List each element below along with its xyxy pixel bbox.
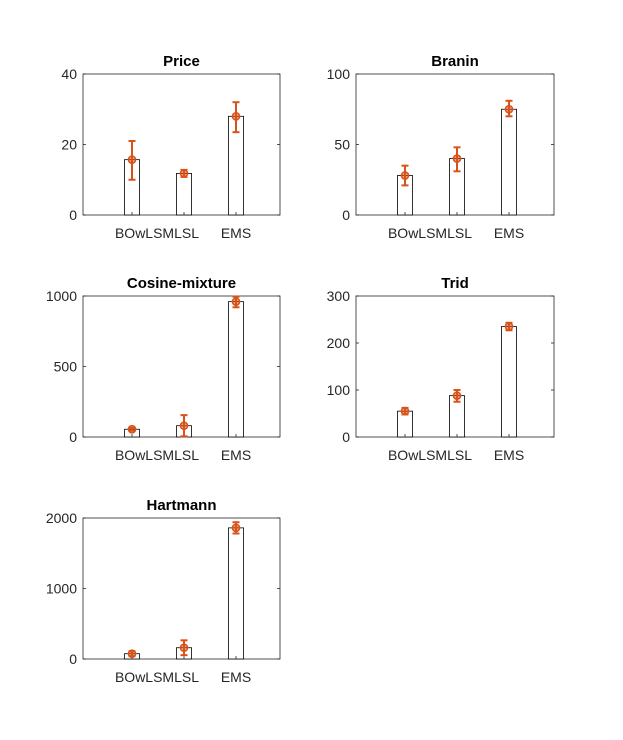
y-tick-label: 100 [327, 382, 351, 398]
chart-panel-2: Cosine-mixture 0 500 1000 BOwLSMLSL EMS [46, 275, 281, 463]
y-tick-label: 0 [69, 651, 77, 667]
chart-panel-1: Branin 0 50 100 BOwLSMLSL EMS [327, 53, 555, 241]
y-tick-label: 40 [61, 66, 77, 82]
y-tick-label: 0 [342, 429, 350, 445]
data-point [127, 155, 137, 165]
data-point [231, 111, 241, 121]
bar [501, 108, 517, 216]
y-tick-label: 100 [327, 66, 351, 82]
y-tick-label: 0 [69, 207, 77, 223]
data-point [127, 649, 137, 659]
y-tick-label: 20 [61, 137, 77, 153]
x-category-label: EMS [494, 447, 524, 463]
y-tick-label: 1000 [46, 288, 77, 304]
chart-panel-0: Price 0 20 40 BOwLSMLSL EMS [61, 53, 281, 241]
bar [228, 301, 244, 438]
data-point [179, 421, 189, 431]
x-category-label: BOwLSMLSL [115, 225, 199, 241]
x-category-label: BOwLSMLSL [388, 225, 472, 241]
x-category-label: EMS [221, 669, 251, 685]
y-tick-label: 300 [327, 288, 351, 304]
y-tick-label: 2000 [46, 510, 77, 526]
x-category-label: EMS [221, 447, 251, 463]
y-tick-label: 50 [334, 137, 350, 153]
bar [176, 173, 192, 216]
x-category-label: EMS [494, 225, 524, 241]
x-category-label: EMS [221, 225, 251, 241]
y-tick-label: 0 [342, 207, 350, 223]
chart-title: Branin [431, 53, 479, 70]
chart-title: Price [163, 53, 200, 70]
data-point [127, 424, 137, 434]
data-point [179, 169, 189, 178]
y-tick-label: 200 [327, 335, 351, 351]
chart-title: Trid [441, 275, 469, 292]
chart-panel-3: Trid 0 100 200 300 BOwLSMLSL EMS [327, 275, 555, 463]
data-point [231, 297, 241, 306]
data-point [179, 643, 189, 653]
x-category-label: BOwLSMLSL [115, 447, 199, 463]
bar [228, 527, 244, 660]
data-point [452, 391, 462, 400]
bar [501, 326, 517, 438]
data-point [452, 154, 462, 163]
chart-title: Hartmann [146, 497, 216, 514]
y-tick-label: 1000 [46, 581, 77, 597]
data-point [504, 104, 514, 114]
data-point [400, 171, 410, 180]
y-tick-label: 0 [69, 429, 77, 445]
y-tick-label: 500 [54, 359, 78, 375]
chart-title: Cosine-mixture [127, 275, 236, 292]
data-point [504, 322, 514, 331]
data-point [231, 523, 241, 533]
x-category-label: BOwLSMLSL [388, 447, 472, 463]
chart-panel-4: Hartmann 0 1000 2000 BOwLSMLSL EMS [46, 497, 281, 685]
x-category-label: BOwLSMLSL [115, 669, 199, 685]
axes-box [82, 517, 281, 660]
data-point [400, 406, 410, 416]
